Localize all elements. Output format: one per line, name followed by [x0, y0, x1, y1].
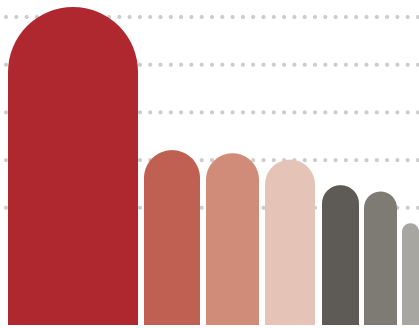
- bar-7: [402, 223, 419, 325]
- bar-2: [144, 150, 200, 325]
- bar-5: [322, 185, 359, 325]
- bars: [8, 7, 419, 325]
- bar-1: [8, 7, 138, 325]
- bar-4: [265, 159, 315, 325]
- bar-6: [364, 191, 397, 325]
- bar-3: [206, 153, 259, 325]
